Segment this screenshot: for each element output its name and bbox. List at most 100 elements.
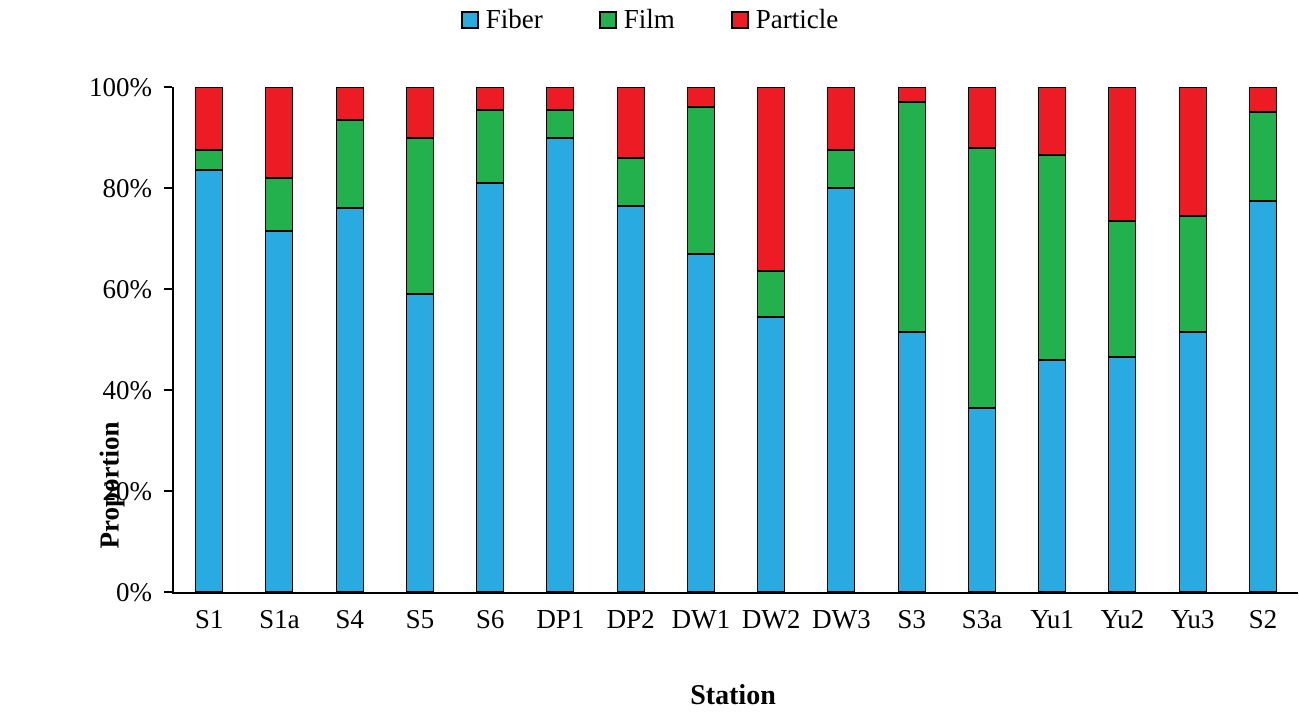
segment-film-DW3 xyxy=(827,150,856,188)
stacked-bar-DP1 xyxy=(546,87,575,592)
stacked-bar-DW1 xyxy=(686,87,715,592)
bar-slot-DW1: DW1 xyxy=(666,87,736,634)
segment-fiber-DW2 xyxy=(757,316,786,592)
y-tick-label: 80% xyxy=(102,173,153,203)
x-tick-label-DP1: DP1 xyxy=(536,604,585,634)
x-tick-label-S5: S5 xyxy=(405,604,435,634)
stacked-bar-S2 xyxy=(1248,87,1277,592)
stacked-bar-Yu2 xyxy=(1108,87,1137,592)
y-tick-label: 60% xyxy=(102,274,153,304)
segment-particle-DP2 xyxy=(616,87,645,158)
segment-particle-S3 xyxy=(897,87,926,103)
bar-slot-S5: S5 xyxy=(385,87,455,634)
segment-film-DP2 xyxy=(616,157,645,206)
segment-film-S5 xyxy=(405,137,434,295)
segment-particle-DW2 xyxy=(757,87,786,272)
segment-film-DW1 xyxy=(686,107,715,254)
y-axis-tick xyxy=(164,187,172,189)
y-axis-tick xyxy=(164,389,172,391)
x-tick-label-S2: S2 xyxy=(1248,604,1278,634)
segment-film-S3a xyxy=(967,147,996,408)
segment-particle-DW3 xyxy=(827,87,856,151)
segment-film-Yu1 xyxy=(1038,155,1067,360)
bar-slot-S4: S4 xyxy=(315,87,385,634)
segment-fiber-S4 xyxy=(335,208,364,592)
segment-fiber-DP2 xyxy=(616,205,645,592)
segment-particle-S3a xyxy=(967,87,996,148)
stacked-bar-DW3 xyxy=(827,87,856,592)
y-tick-label: 20% xyxy=(102,476,153,506)
x-tick-label-S1: S1 xyxy=(194,604,224,634)
x-tick-label-S6: S6 xyxy=(475,604,505,634)
bar-slot-S6: S6 xyxy=(455,87,525,634)
segment-fiber-DP1 xyxy=(546,137,575,592)
particle-swatch-icon xyxy=(730,10,749,29)
bar-slot-S2: S2 xyxy=(1228,87,1298,634)
segment-film-S3 xyxy=(897,102,926,332)
segment-film-S1 xyxy=(195,150,224,171)
bar-slot-S1: S1 xyxy=(174,87,244,634)
x-tick-label-DP2: DP2 xyxy=(606,604,655,634)
bar-slot-S3a: S3a xyxy=(947,87,1017,634)
segment-film-S1a xyxy=(265,177,294,231)
segment-fiber-S5 xyxy=(405,294,434,592)
y-tick-label: 40% xyxy=(102,375,153,405)
x-tick-label-S4: S4 xyxy=(335,604,364,634)
segment-particle-DW1 xyxy=(686,87,715,108)
stacked-bar-S3 xyxy=(897,87,926,592)
legend-item-fiber: Fiber xyxy=(460,4,543,35)
bar-slot-S1a: S1a xyxy=(244,87,314,634)
legend-item-film: Film xyxy=(598,4,675,35)
y-axis-tick xyxy=(164,288,172,290)
x-tick-label-Yu1: Yu1 xyxy=(1030,604,1074,634)
bar-slot-DW3: DW3 xyxy=(806,87,876,634)
stacked-bar-Yu3 xyxy=(1178,87,1207,592)
bar-slot-DP1: DP1 xyxy=(525,87,595,634)
x-tick-label-DW1: DW1 xyxy=(671,604,731,634)
segment-fiber-DW3 xyxy=(827,188,856,592)
segment-particle-Yu1 xyxy=(1038,87,1067,156)
segment-particle-S1a xyxy=(265,87,294,178)
x-tick-label-S3a: S3a xyxy=(961,604,1003,634)
x-tick-label-DW3: DW3 xyxy=(812,604,871,634)
segment-fiber-S1 xyxy=(195,170,224,592)
stacked-bar-S5 xyxy=(405,87,434,592)
segment-particle-DP1 xyxy=(546,87,575,110)
stacked-bar-S4 xyxy=(335,87,364,592)
plot-area: S1 S1a S4 S5 S6 DP1 DP2 DW1 DW2 DW3 S3 S3a Yu1 Yu2 Yu3… xyxy=(89,73,1298,634)
segment-fiber-Yu3 xyxy=(1178,331,1207,592)
stacked-bar-S1a xyxy=(265,87,294,592)
y-axis-tick xyxy=(164,86,172,88)
legend-item-particle: Particle xyxy=(730,4,838,35)
y-tick-label: 100% xyxy=(89,72,152,102)
bar-slot-Yu1: Yu1 xyxy=(1017,87,1087,634)
segment-particle-S4 xyxy=(335,87,364,120)
x-tick-label-Yu3: Yu3 xyxy=(1170,604,1215,634)
x-tick-label-S3: S3 xyxy=(897,604,926,634)
y-axis-tick xyxy=(164,490,172,492)
stacked-bar-DW2 xyxy=(757,87,786,592)
segment-film-S2 xyxy=(1248,112,1277,201)
segment-fiber-S2 xyxy=(1248,200,1277,592)
segment-particle-S1 xyxy=(195,87,224,151)
segment-particle-Yu2 xyxy=(1108,87,1137,221)
segment-fiber-Yu1 xyxy=(1038,359,1067,592)
segment-film-DW2 xyxy=(757,271,786,317)
y-axis-tick xyxy=(164,591,172,593)
fiber-swatch-icon xyxy=(460,10,479,29)
bar-slot-Yu3: Yu3 xyxy=(1158,87,1228,634)
legend-label-fiber: Fiber xyxy=(485,4,543,34)
segment-film-S4 xyxy=(335,119,364,209)
film-swatch-icon xyxy=(598,10,617,29)
bars-container: S1 S1a S4 S5 S6 DP1 DP2 DW1 DW2 DW3 S3 S3a Yu1 Yu2 Yu3… xyxy=(174,87,1298,634)
bar-slot-DP2: DP2 xyxy=(596,87,666,634)
bar-slot-DW2: DW2 xyxy=(736,87,806,634)
x-tick-label-Yu2: Yu2 xyxy=(1100,604,1145,634)
legend-label-film: Film xyxy=(623,4,675,34)
y-tick-label: 0% xyxy=(116,577,152,607)
segment-film-DP1 xyxy=(546,109,575,138)
segment-fiber-S1a xyxy=(265,230,294,592)
segment-particle-S5 xyxy=(405,87,434,138)
segment-film-Yu2 xyxy=(1108,220,1137,358)
segment-fiber-S3a xyxy=(967,407,996,592)
